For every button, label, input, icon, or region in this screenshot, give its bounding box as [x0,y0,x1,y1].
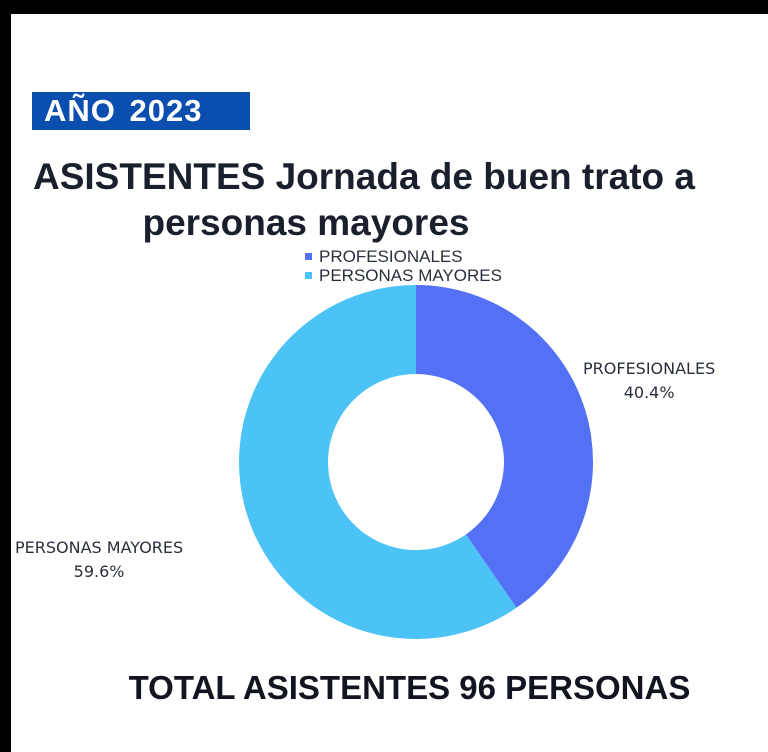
chart-card: AÑO 2023 ASISTENTES Jornada de buen trat… [11,14,768,752]
year-badge: AÑO 2023 [32,92,250,130]
legend-swatch-personas-mayores [305,272,312,279]
slice-label-profesionales: PROFESIONALES 40.4% [583,357,715,405]
slice-name-profesionales: PROFESIONALES [583,359,716,378]
chart-legend: PROFESIONALES PERSONAS MAYORES [305,247,502,285]
legend-label-profesionales: PROFESIONALES [319,247,463,266]
donut-chart [239,285,594,639]
legend-swatch-profesionales [305,253,312,260]
total-attendees: TOTAL ASISTENTES 96 PERSONAS [128,669,691,706]
legend-label-personas-mayores: PERSONAS MAYORES [319,266,502,285]
chart-title-line1: ASISTENTES Jornada de buen trato a [33,156,696,197]
slice-label-personas-mayores: PERSONAS MAYORES 59.6% [15,536,183,584]
donut-slice-personas-mayores [239,285,517,639]
slice-value-profesionales: 40.4% [623,383,675,402]
slice-value-personas-mayores: 59.6% [73,562,125,581]
legend-item-personas-mayores: PERSONAS MAYORES [305,266,502,285]
chart-title-line2: personas mayores [142,202,470,243]
legend-item-profesionales: PROFESIONALES [305,247,502,266]
slice-name-personas-mayores: PERSONAS MAYORES [15,538,184,557]
donut-slice-profesionales [416,285,594,608]
